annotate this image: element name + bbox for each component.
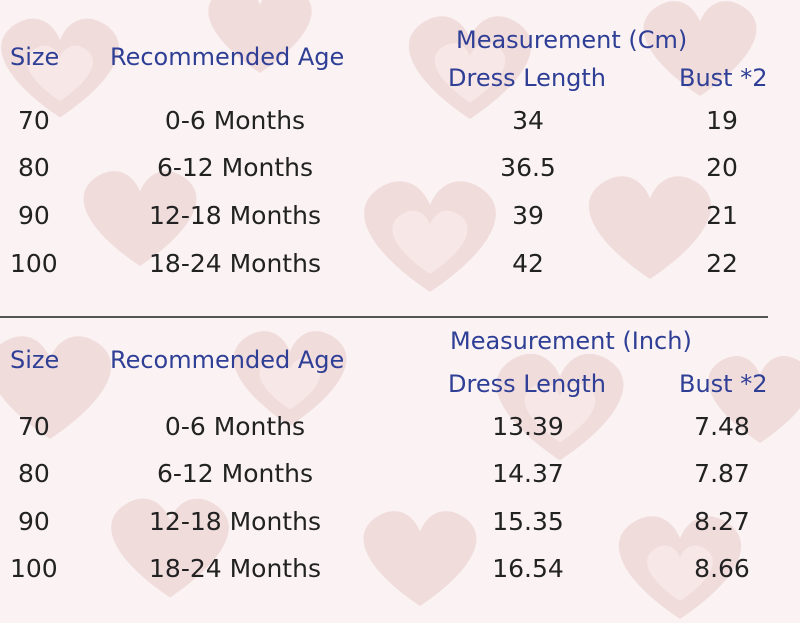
column-header-recommended-age: Recommended Age [110, 43, 345, 71]
measurement-header-inch: Measurement (Inch) [450, 327, 692, 355]
cell-bust: 8.27 [694, 507, 750, 536]
column-header-dress-length: Dress Length [448, 64, 607, 92]
cell-size: 70 [18, 412, 50, 441]
cell-dress-length: 14.37 [492, 459, 564, 488]
cell-size: 80 [18, 459, 50, 488]
measurement-header-cm: Measurement (Cm) [456, 26, 688, 54]
cell-bust: 20 [706, 153, 738, 182]
column-header-bust: Bust *2 [679, 64, 768, 92]
cell-age: 12-18 Months [149, 507, 321, 536]
cell-dress-length: 39 [512, 201, 544, 230]
column-header-size: Size [10, 43, 60, 71]
column-header-recommended-age: Recommended Age [110, 346, 345, 374]
cell-size: 80 [18, 153, 50, 182]
cell-bust: 21 [706, 201, 738, 230]
cell-size: 90 [18, 201, 50, 230]
cell-bust: 7.87 [694, 459, 750, 488]
cell-dress-length: 13.39 [492, 412, 564, 441]
cell-size: 70 [18, 106, 50, 135]
column-header-size: Size [10, 346, 60, 374]
cell-age: 12-18 Months [149, 201, 321, 230]
cell-size: 100 [10, 249, 58, 278]
cell-size: 100 [10, 554, 58, 583]
cell-age: 18-24 Months [149, 554, 321, 583]
cell-dress-length: 42 [512, 249, 544, 278]
cell-bust: 19 [706, 106, 738, 135]
cell-dress-length: 16.54 [492, 554, 564, 583]
column-header-bust: Bust *2 [679, 370, 768, 398]
cell-bust: 7.48 [694, 412, 750, 441]
cell-age: 6-12 Months [156, 459, 314, 488]
cell-size: 90 [18, 507, 50, 536]
cell-dress-length: 36.5 [500, 153, 556, 182]
column-header-dress-length: Dress Length [448, 370, 607, 398]
cell-age: 0-6 Months [164, 106, 306, 135]
cell-bust: 8.66 [694, 554, 750, 583]
cell-dress-length: 15.35 [492, 507, 564, 536]
cell-age: 18-24 Months [149, 249, 321, 278]
cell-age: 0-6 Months [164, 412, 306, 441]
section-divider [0, 316, 768, 318]
cell-dress-length: 34 [512, 106, 544, 135]
cell-age: 6-12 Months [156, 153, 314, 182]
cell-bust: 22 [706, 249, 738, 278]
